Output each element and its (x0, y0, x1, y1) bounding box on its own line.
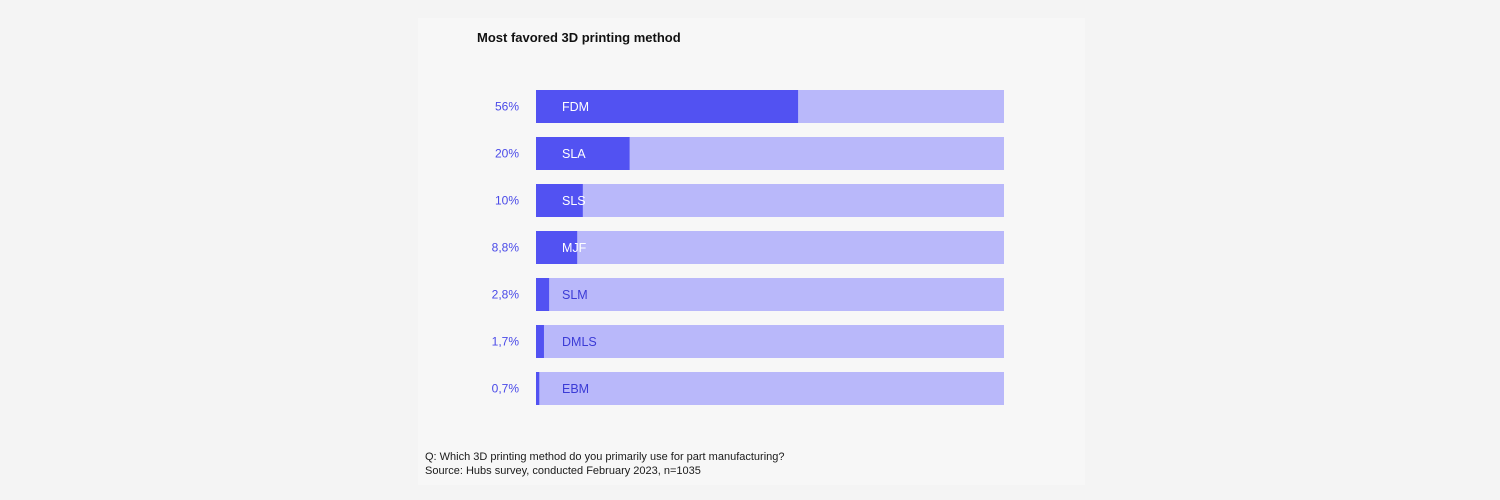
bar-fill (536, 278, 550, 311)
bar-track (536, 325, 1004, 358)
bar-track (536, 231, 1004, 264)
bar-fill (536, 325, 544, 358)
bar-row-fdm: 56% FDM (495, 90, 1004, 123)
survey-question: Q: Which 3D printing method do you prima… (425, 451, 785, 463)
value-label: 20% (495, 147, 519, 161)
value-label: 10% (495, 194, 519, 208)
survey-source: Source: Hubs survey, conducted February … (425, 465, 701, 477)
chart-footer: Q: Which 3D printing method do you prima… (425, 450, 785, 478)
bar-row-dmls: 1,7% DMLS (492, 325, 1004, 358)
bar-fill (536, 231, 578, 264)
category-label: SLM (562, 288, 588, 302)
bar-row-mjf: 8,8% MJF (492, 231, 1004, 264)
value-label: 1,7% (492, 335, 520, 349)
bar-fill (536, 90, 799, 123)
value-label: 0,7% (492, 382, 520, 396)
bar-fill (536, 184, 583, 217)
bar-track (536, 372, 1004, 405)
bar-track (536, 278, 1004, 311)
bar-fill (536, 137, 630, 170)
category-label: EBM (562, 382, 589, 396)
category-label: SLS (562, 194, 586, 208)
bar-fill (536, 372, 540, 405)
bar-row-ebm: 0,7% EBM (492, 372, 1004, 405)
category-label: DMLS (562, 335, 597, 349)
chart-title: Most favored 3D printing method (477, 30, 681, 45)
value-label: 8,8% (492, 241, 520, 255)
bar-track (536, 184, 1004, 217)
value-label: 56% (495, 100, 519, 114)
value-label: 2,8% (492, 288, 520, 302)
bar-row-sls: 10% SLS (495, 184, 1004, 217)
bar-row-slm: 2,8% SLM (492, 278, 1004, 311)
category-label: SLA (562, 147, 586, 161)
bar-row-sla: 20% SLA (495, 137, 1004, 170)
category-label: FDM (562, 100, 589, 114)
category-label: MJF (562, 241, 587, 255)
